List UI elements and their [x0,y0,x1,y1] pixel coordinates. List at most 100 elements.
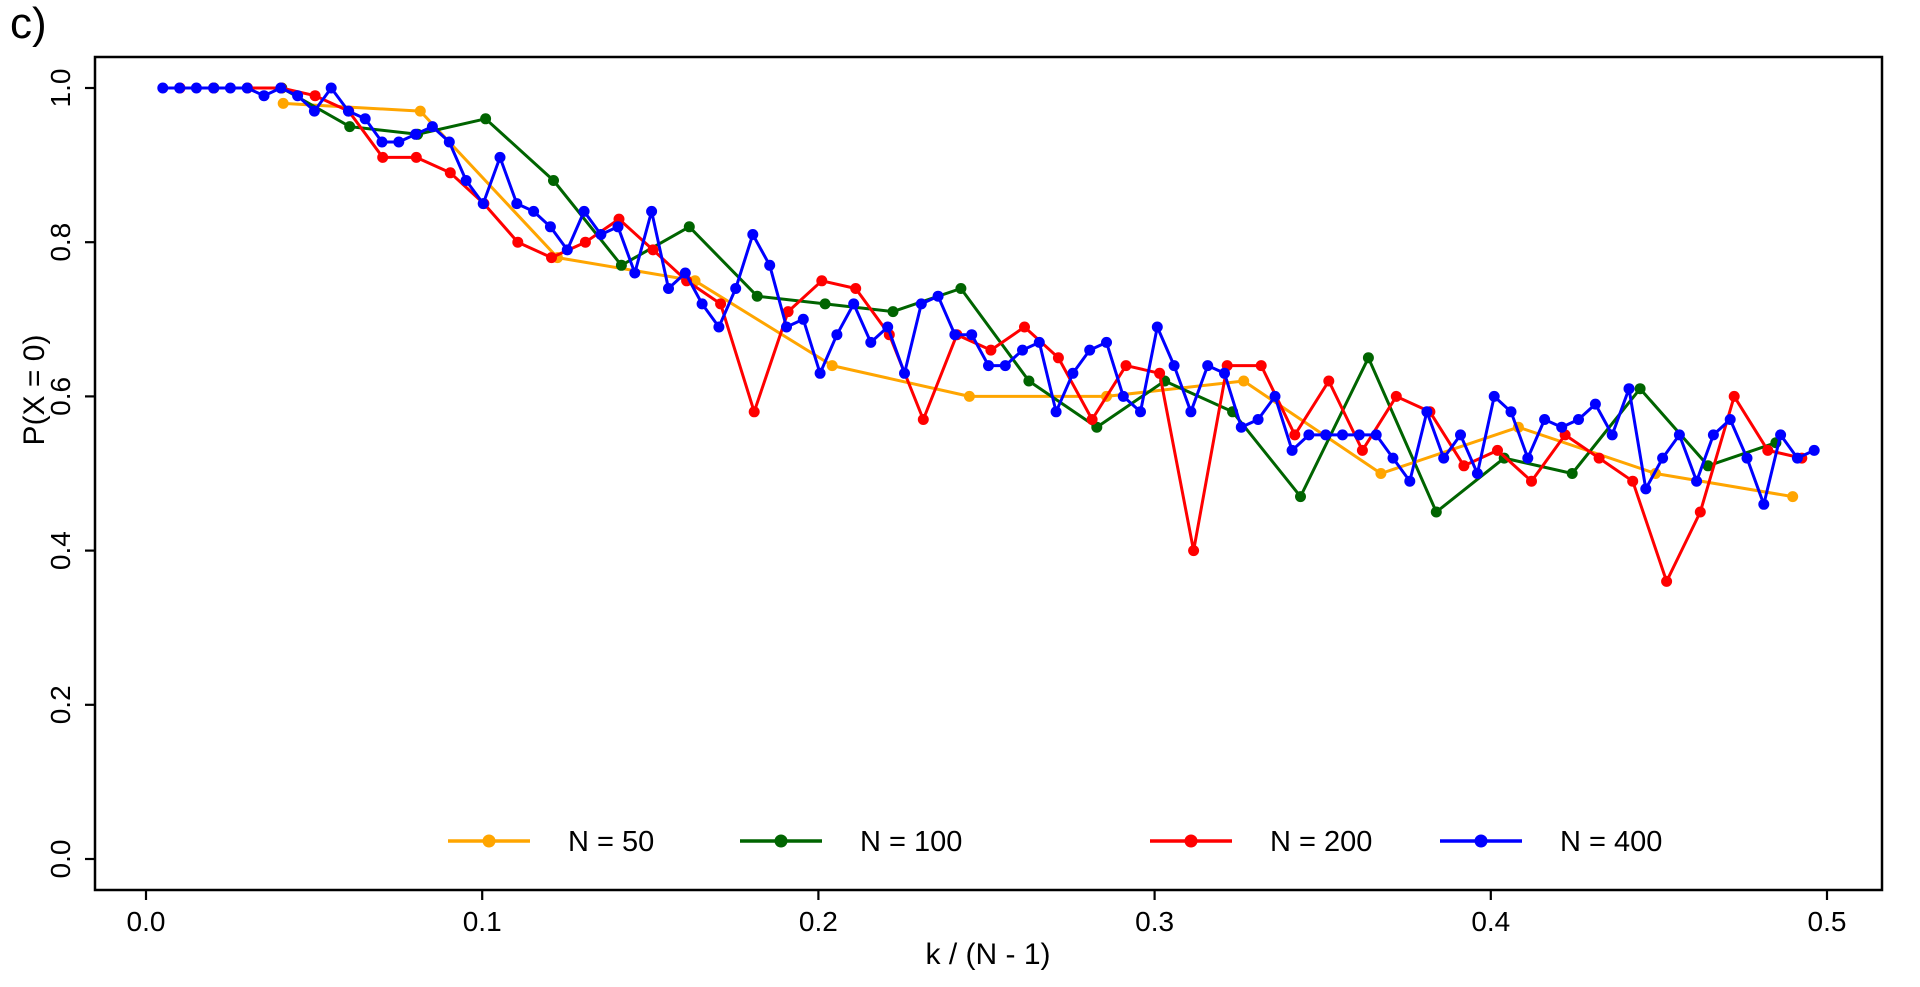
data-point [342,105,354,117]
data-point [1438,452,1450,464]
data-point [932,290,944,302]
data-point [1458,460,1470,472]
data-point [460,175,472,186]
data-point [1404,475,1416,487]
data-point [1589,398,1601,410]
data-point [1269,390,1281,402]
data-point [899,367,910,379]
data-point [1791,452,1803,464]
data-point [1067,367,1079,379]
y-tick-label: 0.0 [45,840,76,879]
data-point [414,105,426,117]
data-point [1235,421,1247,433]
data-point [1657,452,1669,464]
data-point [1356,444,1368,456]
data-point [1787,491,1799,503]
data-point [730,283,742,294]
data-point [1052,352,1064,364]
data-point [1573,414,1584,425]
data-point [544,221,556,233]
data-point [963,390,975,402]
data-point [612,221,624,233]
data-point [882,321,894,333]
data-point [1694,506,1706,518]
data-point [1505,406,1517,418]
legend-label: N = 100 [860,826,962,858]
data-point [1353,429,1365,441]
data-point [443,136,455,148]
data-point [747,229,759,240]
data-point [1120,360,1132,372]
data-point [208,82,220,94]
data-point [1593,452,1605,464]
data-point [850,283,862,294]
data-point [579,236,591,248]
data-point [1556,421,1568,433]
data-point [1627,475,1639,487]
data-point [1017,344,1028,356]
data-point [915,298,927,310]
data-point [1707,429,1719,441]
data-point [1033,336,1045,348]
data-point [1691,475,1703,487]
data-point [308,105,320,117]
data-point [444,167,456,179]
data-point [781,321,792,333]
data-point [511,198,523,210]
data-point [1219,367,1230,379]
data-point [683,221,695,233]
series-line-n-100 [212,86,1778,514]
data-point [1673,429,1685,441]
data-point [578,205,590,217]
data-point [548,175,559,186]
data-point [1430,506,1442,518]
data-point [1337,429,1348,441]
data-point [696,298,708,310]
data-point [1135,406,1146,418]
data-point [1303,429,1315,441]
data-point [1188,545,1200,557]
data-point [1086,414,1098,425]
data-point [1023,375,1035,387]
data-point [782,306,794,318]
data-point [546,252,557,264]
data-point [679,267,691,279]
data-point [190,82,202,94]
data-point [241,82,253,94]
data-point [816,275,828,287]
data-point [480,113,492,125]
data-point [1390,390,1402,402]
data-point [663,283,674,294]
y-tick-label: 0.2 [45,685,76,724]
data-point [999,360,1011,372]
data-point [751,290,763,302]
data-point [1019,321,1030,333]
data-point [1488,390,1500,402]
data-point [865,336,877,348]
data-point [1387,452,1399,464]
data-point [1117,390,1129,402]
data-point [814,367,826,379]
x-tick-label: 0.3 [1135,906,1174,937]
data-point [528,205,540,217]
data-point [1202,360,1214,372]
data-point [646,205,658,217]
data-point [494,151,506,163]
data-point [1238,375,1250,387]
data-point [647,244,659,256]
series-n-50 [277,97,1799,503]
data-point [764,259,776,271]
data-point [1606,429,1618,441]
series-n-100 [208,82,1782,518]
data-point [1758,498,1770,510]
panel-label: c) [10,0,47,48]
data-point [831,329,843,341]
data-point [1471,468,1483,479]
data-point [1084,344,1096,356]
x-tick-label: 0.2 [799,906,838,937]
data-point [1154,367,1166,379]
data-point [1289,429,1301,441]
legend-label: N = 200 [1270,826,1372,858]
